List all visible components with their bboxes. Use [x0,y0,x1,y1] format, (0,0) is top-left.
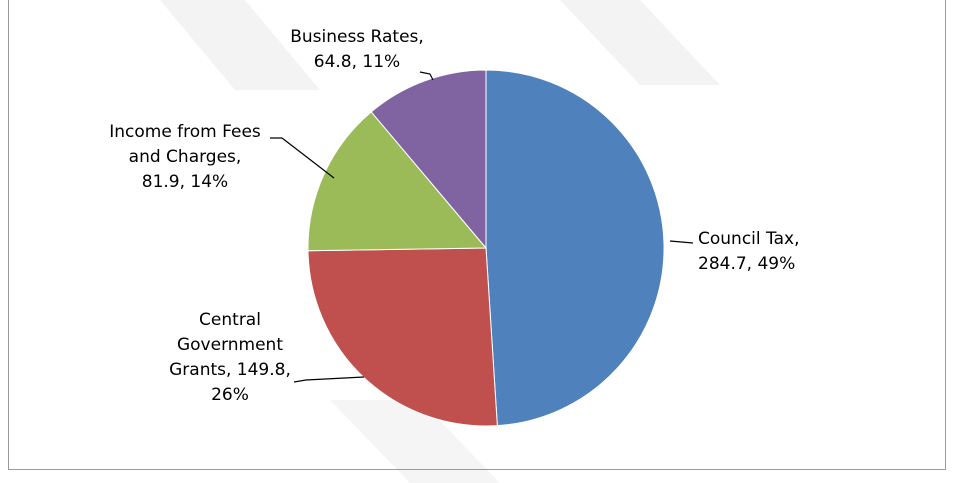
data-label-central-government-grants: Central Government Grants, 149.8, 26% [169,310,291,405]
data-label-business-rates: Business Rates, 64.8, 11% [290,27,424,72]
data-label-income-from-fees-and-charges: Income from Fees and Charges, 81.9, 14% [109,122,261,192]
leader-line [293,376,365,383]
data-label-council-tax: Council Tax, 284.7, 49% [698,229,799,274]
pie-slice-income-from-fees-and-charges [307,111,488,252]
pie-slice-council-tax [485,69,665,427]
leader-line [270,137,335,179]
pie-slice-business-rates [370,69,487,250]
leader-line [669,240,694,244]
leader-line [419,71,434,81]
pie-slice-central-government-grants [307,247,498,427]
